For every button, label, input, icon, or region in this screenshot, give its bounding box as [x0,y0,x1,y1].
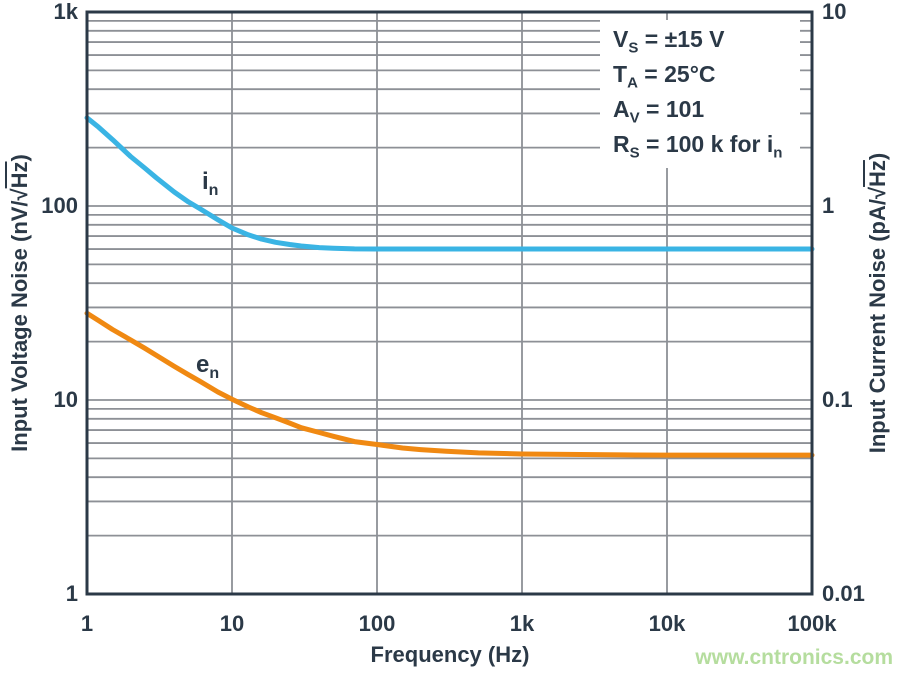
y-left-title-text: Input Voltage Noise (nV/√ [7,188,32,452]
in-label-subscript: n [208,181,219,199]
x-tick-1k: 1k [509,611,535,636]
y-right-tick-10: 10 [822,0,847,24]
annotation-ta-subscript: A [627,74,638,92]
y-left-title-hz: Hz [7,161,32,189]
annotation-rs-symbol: R [613,131,630,157]
annotation-vs-value: = ±15 V [638,26,725,52]
y-right-title-hz: Hz [865,160,890,187]
annotation-vs-subscript: S [628,39,639,57]
y-left-tick-1: 1 [65,581,78,606]
y-right-title-close: ) [865,152,890,161]
annotation-line-vs: VS = ±15 V [613,22,800,57]
en-label-main: e [196,351,210,378]
y-right-tick-0p01: 0.01 [822,581,865,606]
y-right-tick-0p1: 0.1 [822,387,853,412]
in-label-main: i [202,168,209,195]
annotation-av-value: = 101 [639,96,705,122]
annotation-line-rs: RS = 100 k for in [613,127,800,162]
annotation-rs-in-subscript: n [773,144,783,162]
annotation-av-symbol: A [613,96,630,122]
y-left-tick-1k: 1k [53,0,78,24]
annotation-rs-subscript: S [629,144,640,162]
annotation-ta-symbol: T [613,61,628,87]
y-right-title-text: Input Current Noise (pA/√ [865,186,890,454]
y-left-title-close: ) [7,154,32,162]
watermark: www.cntronics.com [695,646,893,669]
annotation-line-ta: TA = 25°C [613,57,800,92]
en-curve-label: en [196,351,219,383]
annotation-av-subscript: V [629,109,640,127]
y-left-tick-10: 10 [53,387,78,412]
annotation-vs-symbol: V [613,26,629,52]
en-curve [84,310,815,458]
annotation-ta-value: = 25°C [637,61,716,87]
x-tick-10k: 10k [648,611,686,636]
in-curve [84,115,815,252]
x-tick-10: 10 [219,611,245,636]
conditions-annotation-box: VS = ±15 V TA = 25°C AV = 101 RS = 100 k… [600,20,800,168]
x-axis-title: Frequency (Hz) [370,642,530,667]
y-left-tick-100: 100 [41,193,78,218]
en-label-subscript: n [209,364,220,382]
y-left-axis-title: Input Voltage Noise (nV/√Hz) [7,154,33,452]
x-tick-1: 1 [80,611,94,636]
x-tick-100k: 100k [787,611,837,636]
plot-frame [85,10,814,596]
annotation-line-av: AV = 101 [613,92,800,127]
y-right-tick-1: 1 [822,193,835,218]
y-right-axis-title: Input Current Noise (pA/√Hz) [865,153,891,454]
x-tick-100: 100 [358,611,396,636]
annotation-rs-value: = 100 k for i [639,131,774,157]
in-curve-label: in [202,168,218,200]
